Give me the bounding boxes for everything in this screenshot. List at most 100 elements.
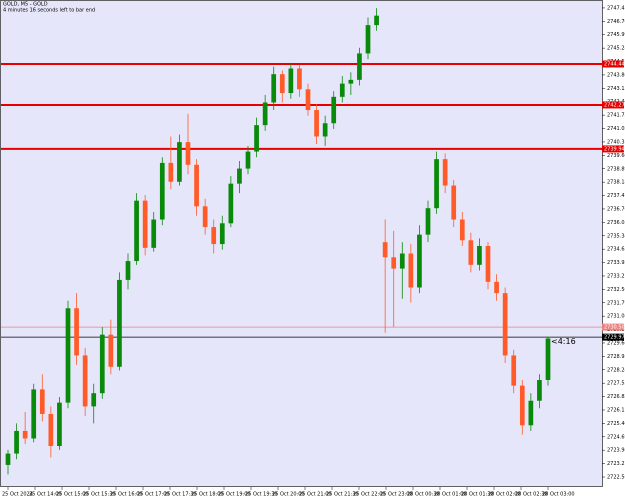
y-tick-label: 2735.34	[607, 233, 625, 239]
candle-body	[477, 245, 482, 265]
candle-body	[65, 308, 71, 403]
x-tick-label: 28 Oct 01:30	[461, 492, 494, 498]
y-tick-label: 2745.28	[607, 46, 625, 52]
candle-body	[245, 151, 251, 169]
candle-body	[537, 379, 542, 401]
candle-body	[194, 164, 199, 207]
y-tick-label: 2741.73	[607, 113, 625, 119]
y-tick-label: 2722.56	[607, 474, 625, 480]
candle-body	[262, 102, 268, 126]
candle-body	[442, 159, 448, 186]
y-tick-label: 2736.05	[607, 220, 625, 226]
candle-body	[99, 334, 105, 394]
chart-title: GOLD, M5 - GOLD	[3, 2, 48, 8]
candle-body	[57, 402, 62, 447]
candle-body	[382, 242, 388, 258]
y-tick-label: 2726.11	[607, 407, 625, 413]
y-tick-label: 2733.21	[607, 273, 625, 279]
x-tick-label: 25 Oct 15:30	[83, 492, 116, 498]
candle-body	[159, 162, 165, 220]
x-tick-label: 25 Oct 23:00	[380, 492, 413, 498]
x-tick-label: 25 Oct 22:00	[353, 492, 386, 498]
price-tag-label: 2739.94	[604, 146, 625, 152]
y-tick-label: 2725.40	[607, 421, 625, 427]
candle-body	[74, 308, 79, 356]
candle-body	[494, 281, 499, 294]
candle-body	[391, 257, 397, 269]
x-tick-label: 25 Oct 15:00	[56, 492, 89, 498]
x-tick-label: 25 Oct 21:00	[299, 492, 332, 498]
candle-body	[451, 185, 457, 220]
y-tick-label: 2738.18	[607, 180, 625, 186]
candle-body	[39, 389, 45, 414]
y-tick-label: 2739.60	[607, 153, 625, 159]
candle-body	[365, 25, 371, 54]
y-tick-label: 2723.98	[607, 448, 625, 454]
x-tick-label: 25 Oct 20:00	[272, 492, 305, 498]
candle-body	[14, 430, 19, 454]
y-tick-label: 2728.95	[607, 354, 625, 360]
candle-body	[31, 389, 37, 439]
candle-body	[314, 110, 319, 137]
candle-body	[357, 53, 362, 80]
candle-body	[91, 393, 97, 407]
candle-body	[459, 219, 465, 241]
candle-body	[339, 83, 345, 97]
candle-body	[322, 123, 328, 137]
x-tick-label: 28 Oct 02:30	[515, 492, 548, 498]
y-tick-label: 2724.69	[607, 434, 625, 440]
candle-body	[185, 142, 191, 165]
candle-body	[48, 413, 54, 447]
y-tick-label: 2726.82	[607, 394, 625, 400]
candle-body	[545, 338, 551, 380]
x-tick-label: 25 Oct 16:00	[110, 492, 143, 498]
candle-body	[399, 253, 405, 269]
candle-body	[511, 355, 517, 386]
candle-body	[82, 355, 88, 407]
candle-body	[425, 208, 431, 235]
candle-body	[219, 223, 225, 245]
candle-body	[297, 68, 302, 90]
price-tag	[602, 101, 624, 109]
x-tick-label: 28 Oct 00:30	[407, 492, 440, 498]
y-tick-label: 2740.31	[607, 139, 625, 145]
candle-body	[177, 142, 182, 182]
candle-body	[528, 400, 534, 426]
y-tick-label: 2743.86	[607, 72, 625, 78]
y-tick-label: 2747.41	[607, 5, 625, 11]
candle-body	[519, 385, 525, 426]
candle-body	[117, 279, 122, 367]
x-tick-label: 25 Oct 18:00	[191, 492, 224, 498]
y-tick-label: 2745.99	[607, 32, 625, 38]
y-tick-label: 2738.89	[607, 166, 625, 172]
y-tick-label: 2743.15	[607, 86, 625, 92]
price-tag	[602, 323, 624, 331]
candle-body	[417, 234, 422, 288]
x-tick-label: 28 Oct 03:00	[542, 492, 575, 498]
y-tick-label: 2729.66	[607, 340, 625, 346]
price-tag	[602, 145, 624, 153]
y-tick-label: 2727.53	[607, 381, 625, 387]
x-tick-label: 28 Oct 02:00	[488, 492, 521, 498]
candle-body	[374, 15, 379, 26]
candle-body	[211, 227, 217, 245]
candle-body	[168, 162, 174, 182]
y-tick-label: 2737.47	[607, 193, 625, 199]
candle-body	[408, 253, 414, 288]
candle-body	[151, 219, 157, 248]
candle-body	[468, 240, 474, 265]
candle-body	[331, 96, 337, 124]
candle-body	[254, 125, 259, 152]
x-tick-label: 25 Oct 17:30	[164, 492, 197, 498]
x-tick-label: 25 Oct 19:00	[218, 492, 251, 498]
candle-body	[288, 68, 294, 94]
candle-body	[279, 74, 285, 94]
y-tick-label: 2734.63	[607, 247, 625, 253]
candle-body	[434, 159, 439, 209]
y-tick-label: 2741.02	[607, 126, 625, 132]
x-tick-label: 25 Oct 14:00	[29, 492, 62, 498]
price-tag-label: 2730.50	[604, 325, 625, 331]
y-tick-label: 2733.92	[607, 260, 625, 266]
price-tag-label: 2729.97	[604, 335, 625, 341]
